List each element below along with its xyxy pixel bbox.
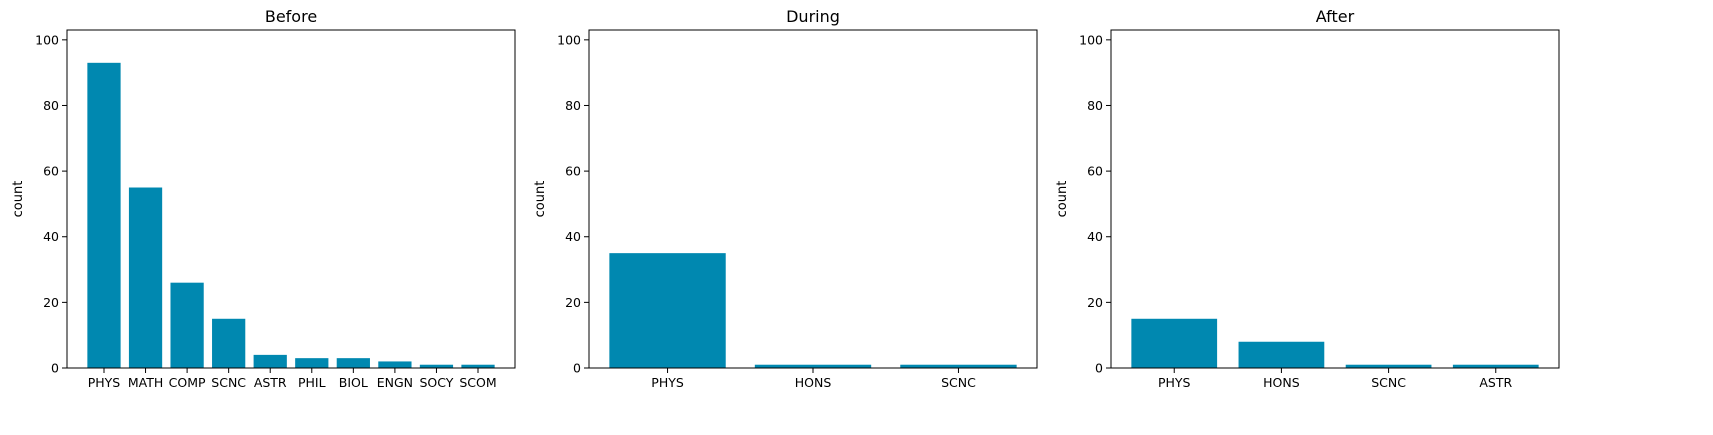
x-tick-label: ASTR [254,375,287,390]
x-tick-label: SCNC [1371,375,1406,390]
bar-phys [1131,318,1218,368]
y-tick-label: 100 [35,32,59,47]
y-tick-label: 40 [43,229,59,244]
bar-engn [378,361,412,368]
bar-scnc [212,318,246,368]
bar-biol [336,358,370,368]
x-tick-label: HONS [795,375,832,390]
bar-math [128,187,163,368]
y-tick-label: 100 [557,32,581,47]
y-tick-label: 20 [1087,295,1103,310]
y-tick-label: 0 [51,361,59,376]
bar-scnc [900,364,1017,368]
bar-socy [419,364,454,368]
axes-frame [66,29,516,369]
x-tick-label: SCNC [211,375,246,390]
bar-astr [253,354,287,368]
y-axis-label: count [533,181,548,218]
y-tick-label: 0 [573,361,581,376]
x-tick-label: MATH [128,375,163,390]
bar-hons [754,364,872,368]
bar-scom [461,364,495,368]
x-tick-label: SCOM [459,375,496,390]
bar-hons [1238,341,1325,368]
bar-phys [87,62,121,369]
y-tick-label: 80 [43,98,59,113]
chart-after: After count 0 20 40 60 80 100 PHYS HONS SCNC ASTR [1055,7,1560,390]
bar-comp [170,282,204,368]
x-tick-label: BIOL [339,375,368,390]
y-tick-label: 60 [565,164,581,179]
chart-title: Before [265,7,317,26]
y-tick-label: 20 [565,295,581,310]
y-axis-label: count [11,181,26,218]
bar-scnc [1345,364,1432,368]
bar-astr [1452,364,1539,368]
y-axis-label: count [1055,181,1070,218]
bar-phys [609,253,726,368]
y-tick-label: 20 [43,295,59,310]
x-tick-label: PHYS [651,375,684,390]
y-tick-label: 40 [565,229,581,244]
y-tick-label: 60 [43,164,59,179]
y-tick-label: 60 [1087,164,1103,179]
axes-frame [1110,29,1560,369]
chart-title: After [1316,7,1355,26]
x-tick-label: PHYS [1158,375,1191,390]
x-tick-label: HONS [1263,375,1300,390]
x-tick-label: ASTR [1479,375,1512,390]
y-tick-label: 100 [1079,32,1103,47]
x-tick-label: COMP [169,375,206,390]
y-tick-label: 80 [1087,98,1103,113]
x-tick-label: ENGN [377,375,413,390]
x-tick-label: PHYS [88,375,121,390]
x-tick-label: SCNC [941,375,976,390]
y-tick-label: 40 [1087,229,1103,244]
x-tick-label: PHIL [298,375,326,390]
y-tick-label: 0 [1095,361,1103,376]
chart-before: Before count 0 20 40 60 80 100 PHYS MATH COMP SCN… [11,7,516,390]
y-tick-label: 80 [565,98,581,113]
chart-title: During [786,7,840,26]
bar-phil [295,358,329,368]
chart-during: During count 0 20 40 60 80 100 PHYS HONS SCNC [533,7,1038,390]
x-tick-label: SOCY [419,375,453,390]
